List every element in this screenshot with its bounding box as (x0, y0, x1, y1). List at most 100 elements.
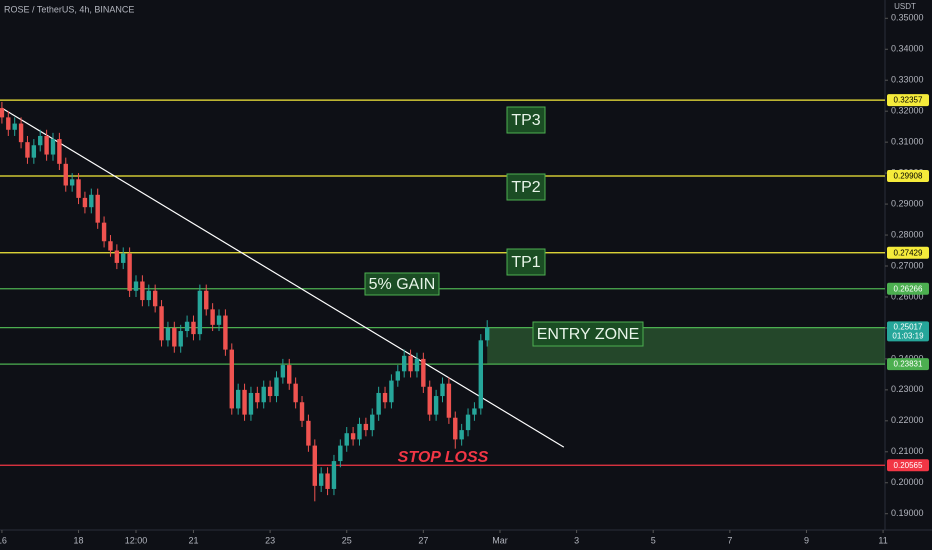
candle-body (287, 365, 292, 384)
candle-body (453, 417, 458, 440)
candle-body (401, 355, 407, 372)
countdown-label: 01:03:19 (892, 332, 924, 341)
candle-body (0, 108, 5, 118)
price-tag (887, 169, 929, 182)
y-tick-label: 0.20000 (891, 477, 924, 487)
candle-body (357, 423, 362, 440)
x-tick-label: 7 (727, 535, 732, 545)
candle-body (261, 386, 266, 403)
candle-body (159, 306, 164, 341)
price-tag-label: 0.29908 (894, 172, 923, 181)
candle-body (248, 392, 254, 415)
candle-body (274, 377, 279, 397)
candle-body (216, 315, 222, 325)
y-tick-label: 0.22000 (891, 415, 924, 425)
x-tick-label: 18 (74, 535, 84, 545)
candle-body (465, 414, 471, 431)
x-tick-label: 23 (265, 535, 275, 545)
candle-body (318, 473, 324, 486)
candle-body (38, 135, 43, 146)
trendline (1, 107, 565, 448)
x-tick-label: 3 (574, 535, 579, 545)
candle-body (344, 433, 349, 446)
candle-body (89, 194, 94, 208)
candle-body (299, 402, 305, 421)
x-tick-label: Mar (492, 535, 508, 545)
candle-body (184, 321, 190, 332)
y-tick-label: 0.26000 (891, 291, 924, 301)
candle-body (408, 355, 413, 372)
x-tick-label: 12:00 (125, 535, 148, 545)
candle-body (57, 139, 62, 164)
current-price-tag (887, 321, 929, 342)
candle-body (204, 290, 209, 310)
candle-body (223, 315, 228, 350)
candle-body (414, 358, 420, 372)
candle-body (152, 290, 158, 307)
candle-body (6, 117, 11, 130)
candle-body (133, 281, 139, 291)
y-tick-label: 0.19000 (891, 508, 924, 518)
price-tag-label: 0.20565 (894, 461, 923, 470)
y-tick-label: 0.27000 (891, 260, 924, 270)
candle-body (191, 321, 196, 335)
y-tick-label: 0.34000 (891, 44, 924, 54)
candle-body (229, 349, 234, 409)
candle-body (325, 473, 330, 489)
candle-body (427, 386, 432, 415)
candle-body (235, 389, 241, 409)
candle-body (421, 358, 426, 387)
candle-body (478, 340, 484, 409)
candle-body (459, 430, 464, 440)
candle-body (242, 389, 247, 415)
candle-body (306, 420, 311, 446)
annotation-label: TP1 (511, 254, 540, 271)
price-tag (887, 246, 929, 259)
annotation-label: STOP LOSS (398, 449, 489, 466)
y-tick-label: 0.32000 (891, 106, 924, 116)
candle-body (44, 135, 49, 155)
x-tick-label: 11 (878, 535, 887, 545)
candle-body (395, 371, 401, 381)
candle-body (140, 281, 145, 301)
candle-body (50, 139, 56, 155)
y-tick-label: 0.23000 (891, 384, 924, 394)
candle-body (210, 309, 215, 325)
candle-body (446, 383, 452, 418)
candle-body (165, 327, 171, 341)
annotation-label: TP3 (511, 112, 540, 129)
x-tick-label: 21 (188, 535, 198, 545)
candle-body (376, 392, 381, 415)
price-tag-label: 0.32357 (894, 96, 923, 105)
x-tick-label: 5 (651, 535, 656, 545)
candle-body (18, 123, 24, 143)
candle-body (267, 386, 273, 397)
candle-body (433, 396, 439, 415)
candle-body (172, 327, 177, 347)
candle-body (382, 392, 388, 403)
candle-body (12, 123, 17, 130)
candle-body (76, 179, 81, 198)
candle-body (95, 194, 100, 223)
annotation-label: TP2 (511, 179, 540, 196)
candle-body (389, 380, 394, 403)
price-tag-label: 0.26266 (894, 284, 923, 293)
annotation-box (506, 173, 546, 201)
candle-body (440, 383, 445, 397)
price-tag (887, 94, 929, 107)
annotation-box (506, 106, 546, 134)
candle-body (31, 145, 37, 158)
candle-body (363, 423, 369, 431)
annotation-box (364, 272, 440, 296)
candle-body (472, 408, 477, 415)
price-tag (887, 459, 929, 472)
price-tag-label: 0.27429 (894, 248, 923, 257)
candle-body (114, 250, 120, 263)
candle-body (293, 383, 298, 403)
candle-body (370, 414, 375, 431)
candle-body (338, 445, 343, 462)
candle-body (178, 331, 183, 347)
x-tick-label: 16 (0, 535, 7, 545)
y-tick-label: 0.33000 (891, 75, 924, 85)
